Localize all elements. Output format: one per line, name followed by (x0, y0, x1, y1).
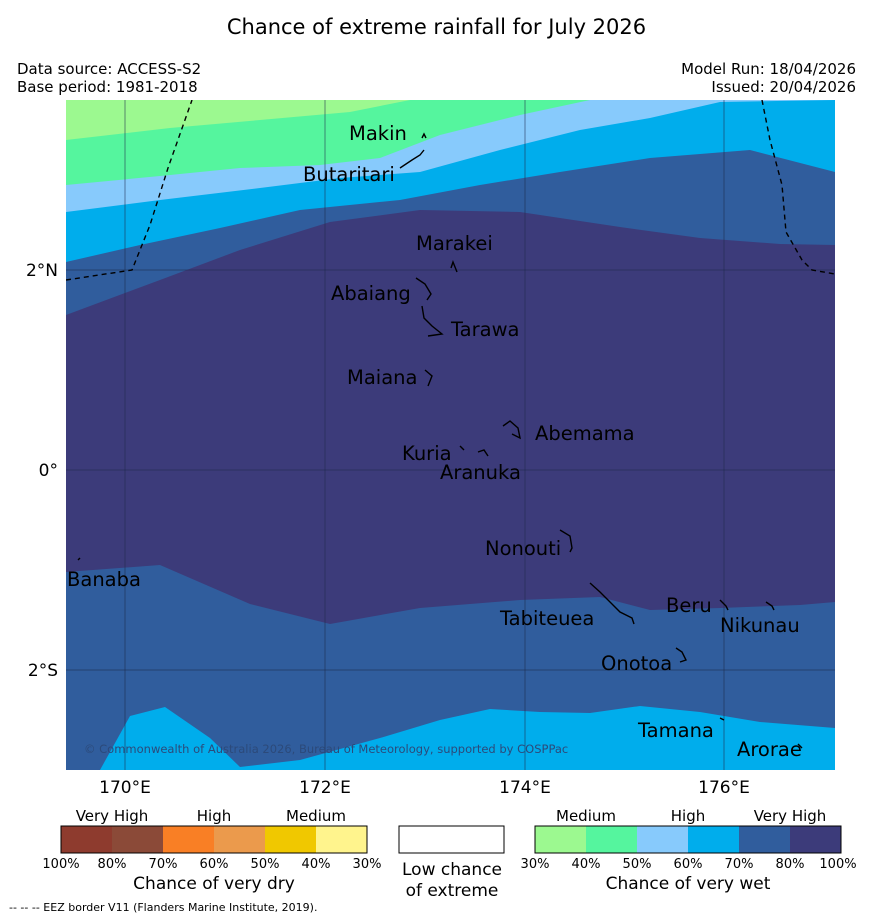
legend-category: Medium (556, 807, 616, 825)
legend-low-line: Low chance (402, 860, 502, 880)
legend-swatch (739, 826, 790, 853)
legend-swatch (163, 826, 214, 853)
eez-border (66, 100, 835, 281)
place-label: Arorae (737, 738, 802, 761)
legend-category: Very High (76, 807, 149, 825)
legend-low: Low chance of extreme (398, 825, 505, 901)
legend-swatch (398, 825, 505, 854)
lat-label: 0° (39, 461, 58, 481)
rainfall-probability-field: Makin Butaritari Marakei Abaiang Tarawa … (66, 100, 835, 770)
base-period: Base period: 1981-2018 (17, 78, 198, 96)
legend-swatch (316, 826, 367, 853)
lat-label: 2°N (26, 261, 58, 281)
lat-label: 2°S (28, 661, 58, 681)
legend-swatch (214, 826, 265, 853)
legend-swatch (535, 826, 586, 853)
lon-label: 170°E (99, 778, 151, 798)
legend-swatch (790, 826, 841, 853)
place-label: Tarawa (450, 318, 520, 341)
model-run: Model Run: 18/04/2026 (681, 60, 856, 78)
legend-tick: 100% (819, 857, 856, 872)
meta-left: Data source: ACCESS-S2 Base period: 1981… (17, 60, 201, 96)
legend-tick: 80% (776, 857, 805, 872)
data-source: Data source: ACCESS-S2 (17, 60, 202, 78)
place-label: Butaritari (303, 163, 395, 186)
legend-tick: 60% (200, 857, 229, 872)
place-label: Aranuka (440, 461, 521, 484)
legend-tick: 100% (42, 857, 79, 872)
axis-labels: 170°E 172°E 174°E 176°E 2°N 0° 2°S (26, 261, 750, 798)
lon-label: 176°E (698, 778, 750, 798)
legend-tick: 70% (725, 857, 754, 872)
legend-category: High (197, 807, 231, 825)
place-label: Nonouti (485, 537, 561, 560)
place-label: Kuria (402, 442, 452, 465)
place-label: Banaba (67, 568, 141, 591)
legend-wet: Medium High Very High 30% 40% 50% 60% 70… (521, 807, 857, 894)
place-label: Nikunau (720, 614, 800, 637)
legend-tick: 30% (521, 857, 550, 872)
place-label: Onotoa (601, 652, 672, 675)
place-label: Abemama (535, 422, 635, 445)
island-outlines (77, 132, 803, 749)
legend-dry: Very High High Medium 100% 80% 70% 60% 5… (42, 807, 381, 894)
legend-category: Very High (754, 807, 827, 825)
legend-title: Chance of very dry (133, 874, 295, 894)
place-label: Tabiteuea (499, 607, 594, 630)
place-label: Tamana (637, 719, 714, 742)
legend-tick: 50% (251, 857, 280, 872)
band-north-30-40 (66, 100, 410, 140)
legend-swatch (637, 826, 688, 853)
legend-category: High (671, 807, 705, 825)
lon-label: 174°E (499, 778, 551, 798)
legend-swatch (586, 826, 637, 853)
legend-swatch (265, 826, 316, 853)
legend-low-line: of extreme (406, 881, 499, 901)
legend-tick: 70% (149, 857, 178, 872)
legend-category: Medium (286, 807, 346, 825)
map-title: Chance of extreme rainfall for July 2026 (226, 15, 647, 39)
lon-label: 172°E (299, 778, 351, 798)
legend-swatch (61, 826, 112, 853)
meta-right: Model Run: 18/04/2026 Issued: 20/04/2026 (681, 60, 856, 96)
legend-tick: 40% (572, 857, 601, 872)
place-label: Maiana (347, 366, 417, 389)
eez-footnote: -- -- -- EEZ border V11 (Flanders Marine… (9, 901, 318, 914)
legend-swatch (688, 826, 739, 853)
place-labels: Makin Butaritari Marakei Abaiang Tarawa … (67, 122, 802, 761)
legend-title: Chance of very wet (606, 874, 771, 894)
legend-tick: 30% (353, 857, 382, 872)
legend-tick: 60% (674, 857, 703, 872)
graticule (66, 100, 835, 770)
place-label: Marakei (416, 232, 493, 255)
legend-tick: 50% (623, 857, 652, 872)
place-label: Beru (666, 594, 712, 617)
place-label: Makin (349, 122, 407, 145)
place-label: Abaiang (331, 282, 411, 305)
issued-date: Issued: 20/04/2026 (711, 78, 856, 96)
legend-tick: 40% (302, 857, 331, 872)
legend-swatch (112, 826, 163, 853)
copyright-notice: © Commonwealth of Australia 2026, Bureau… (84, 742, 568, 756)
legend-tick: 80% (98, 857, 127, 872)
band-south-60-70 (66, 706, 835, 770)
